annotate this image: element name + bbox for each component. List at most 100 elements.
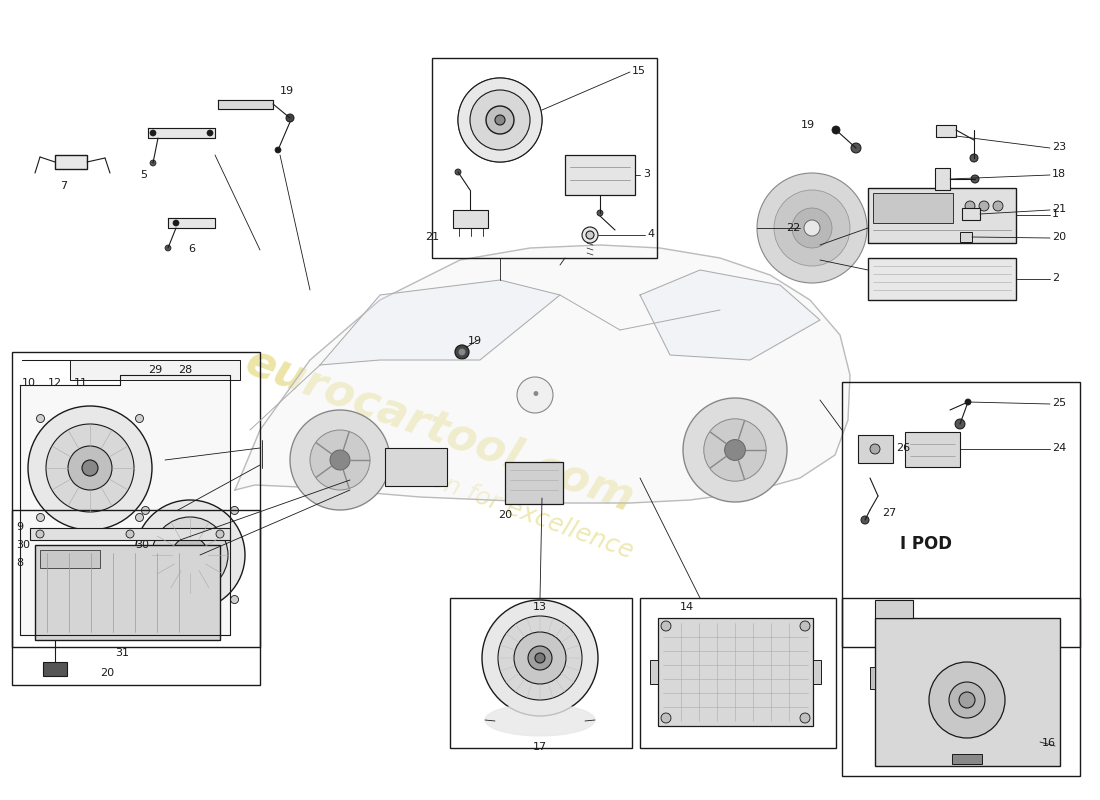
Circle shape	[152, 517, 228, 593]
Circle shape	[498, 616, 582, 700]
Circle shape	[126, 530, 134, 538]
Circle shape	[290, 410, 390, 510]
Circle shape	[216, 530, 224, 538]
Circle shape	[792, 208, 832, 248]
Circle shape	[970, 154, 978, 162]
Text: 20: 20	[100, 668, 114, 678]
Circle shape	[150, 160, 156, 166]
Circle shape	[458, 78, 542, 162]
Circle shape	[495, 115, 505, 125]
Text: 10: 10	[22, 378, 36, 388]
Text: 8: 8	[16, 558, 23, 568]
Polygon shape	[20, 375, 230, 635]
Circle shape	[757, 173, 867, 283]
Circle shape	[142, 506, 150, 514]
Circle shape	[330, 450, 350, 470]
Bar	[874, 618, 1060, 766]
Circle shape	[455, 169, 461, 175]
Text: 14: 14	[680, 602, 694, 612]
Circle shape	[486, 106, 514, 134]
Circle shape	[725, 440, 746, 460]
Text: 28: 28	[178, 365, 192, 375]
Text: •: •	[530, 386, 540, 404]
Circle shape	[661, 713, 671, 723]
Text: 9: 9	[16, 522, 23, 532]
Circle shape	[135, 514, 143, 522]
Text: 1: 1	[1052, 209, 1059, 219]
Polygon shape	[320, 280, 560, 365]
Circle shape	[965, 399, 971, 405]
Text: a passion for excellence: a passion for excellence	[343, 437, 636, 563]
Bar	[858, 435, 893, 463]
Bar	[43, 662, 67, 676]
Circle shape	[142, 595, 150, 603]
Text: 31: 31	[116, 648, 129, 658]
Circle shape	[683, 398, 786, 502]
Circle shape	[28, 406, 152, 530]
Circle shape	[231, 595, 239, 603]
Circle shape	[993, 201, 1003, 211]
Circle shape	[68, 446, 112, 490]
Circle shape	[46, 424, 134, 512]
Bar	[12, 352, 260, 647]
Circle shape	[979, 201, 989, 211]
Bar	[650, 660, 658, 684]
Text: 23: 23	[1052, 142, 1066, 152]
Text: 17: 17	[534, 742, 547, 752]
Text: 30: 30	[135, 540, 149, 550]
Text: 25: 25	[1052, 398, 1066, 408]
Circle shape	[586, 231, 594, 239]
Text: 13: 13	[534, 602, 547, 612]
Circle shape	[275, 147, 280, 153]
Text: eurocartool.com: eurocartool.com	[240, 339, 640, 521]
Text: 3: 3	[644, 169, 650, 179]
Circle shape	[458, 78, 542, 162]
Text: 19: 19	[801, 120, 815, 130]
Bar	[658, 618, 813, 726]
Circle shape	[173, 220, 179, 226]
Bar	[842, 382, 1080, 647]
Circle shape	[517, 377, 553, 413]
Text: I POD: I POD	[900, 535, 952, 553]
Circle shape	[870, 444, 880, 454]
Circle shape	[832, 126, 840, 134]
Circle shape	[231, 506, 239, 514]
Text: 30: 30	[16, 540, 30, 550]
Circle shape	[459, 349, 465, 355]
Bar	[905, 432, 960, 467]
Bar	[453, 210, 488, 228]
Bar	[432, 58, 657, 258]
Text: 7: 7	[60, 181, 67, 191]
Bar	[952, 754, 982, 764]
Circle shape	[183, 548, 197, 562]
Bar	[385, 448, 447, 486]
Bar	[962, 208, 980, 220]
Text: 11: 11	[74, 378, 88, 388]
Circle shape	[597, 210, 603, 216]
Text: 15: 15	[632, 66, 646, 76]
Text: 16: 16	[1042, 738, 1056, 748]
Bar	[505, 462, 563, 504]
Bar	[813, 660, 821, 684]
Circle shape	[704, 419, 767, 482]
Circle shape	[135, 414, 143, 422]
Text: 26: 26	[896, 443, 910, 453]
Bar	[960, 232, 972, 242]
Bar	[870, 667, 874, 689]
Text: 29: 29	[148, 365, 163, 375]
Circle shape	[207, 130, 213, 136]
Circle shape	[535, 653, 544, 663]
Circle shape	[965, 201, 975, 211]
Text: 27: 27	[882, 508, 896, 518]
Circle shape	[455, 345, 469, 359]
Bar	[842, 598, 1080, 776]
Circle shape	[774, 190, 850, 266]
Circle shape	[150, 130, 156, 136]
Bar	[30, 528, 230, 540]
Circle shape	[949, 682, 984, 718]
Text: 20: 20	[498, 510, 513, 520]
Bar	[936, 125, 956, 137]
Circle shape	[661, 621, 671, 631]
Circle shape	[172, 537, 208, 573]
Circle shape	[82, 460, 98, 476]
